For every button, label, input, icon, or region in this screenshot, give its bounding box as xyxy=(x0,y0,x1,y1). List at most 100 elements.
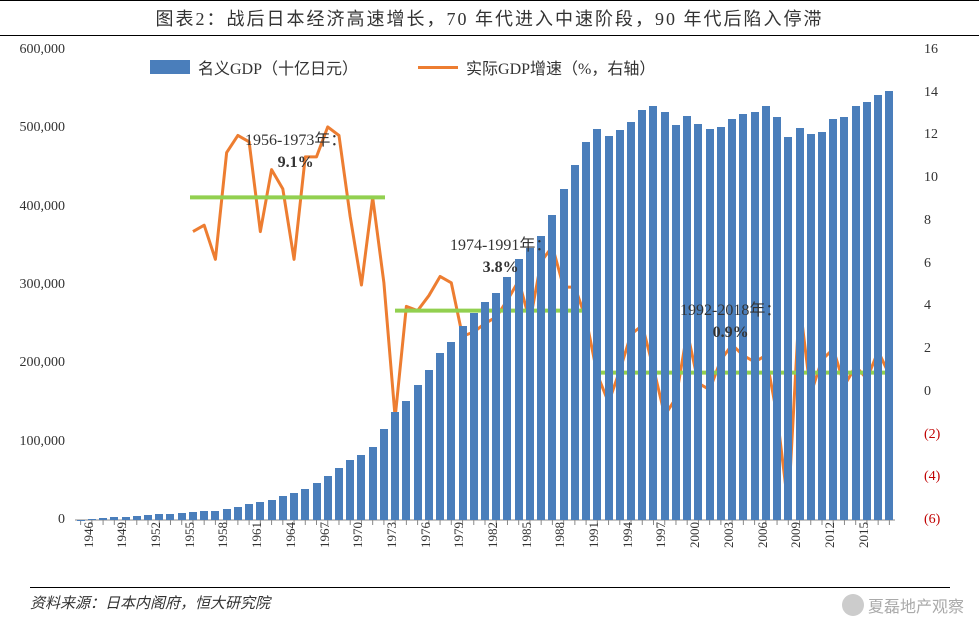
x-tick: 1967 xyxy=(317,522,333,548)
gdp-bar xyxy=(223,509,231,520)
gdp-bar xyxy=(649,106,657,520)
gdp-bar xyxy=(796,128,804,520)
plot-area: 1956-1973年：9.1% 1974-1991年：3.8% 1992-2018年… xyxy=(75,50,895,520)
gdp-bar xyxy=(526,248,534,520)
x-tick: 1991 xyxy=(586,522,602,548)
y-right-tick: 10 xyxy=(924,170,938,186)
y-right-tick: 8 xyxy=(924,213,931,229)
y-right-tick: 16 xyxy=(924,42,938,58)
gdp-bar xyxy=(425,370,433,520)
x-tick: 1994 xyxy=(620,522,636,548)
y-left-tick: 100,000 xyxy=(20,434,66,450)
y-left-tick: 500,000 xyxy=(20,120,66,136)
gdp-bar xyxy=(313,483,321,520)
gdp-bar xyxy=(324,476,332,520)
gdp-bar xyxy=(436,353,444,520)
gdp-bar xyxy=(784,137,792,520)
gdp-bar xyxy=(638,110,646,520)
x-tick: 2006 xyxy=(755,522,771,548)
gdp-bar xyxy=(852,106,860,520)
gdp-bar xyxy=(672,125,680,520)
y-axis-right: 1614121086420(2)(4)(6) xyxy=(919,50,974,520)
x-tick: 2000 xyxy=(687,522,703,548)
gdp-bar xyxy=(391,412,399,520)
gdp-bar xyxy=(829,119,837,520)
x-tick: 2012 xyxy=(822,522,838,548)
source-text: 资料来源：日本内阁府，恒大研究院 xyxy=(30,587,950,613)
gdp-bar xyxy=(268,500,276,520)
gdp-bar xyxy=(840,117,848,520)
gdp-bar xyxy=(470,313,478,520)
x-tick: 1958 xyxy=(215,522,231,548)
x-tick: 1949 xyxy=(114,522,130,548)
gdp-bar xyxy=(863,102,871,520)
y-axis-left: 0100,000200,000300,000400,000500,000600,… xyxy=(0,50,70,520)
gdp-bar xyxy=(818,132,826,520)
annotation: 1992-2018年：0.9% xyxy=(680,300,781,345)
gdp-bar xyxy=(571,165,579,520)
x-tick: 1997 xyxy=(653,522,669,548)
gdp-bar xyxy=(211,511,219,520)
gdp-bar xyxy=(290,493,298,520)
gdp-bar xyxy=(492,293,500,520)
x-tick: 1964 xyxy=(283,522,299,548)
gdp-bar xyxy=(616,130,624,520)
x-tick: 2015 xyxy=(856,522,872,548)
gdp-bar xyxy=(593,129,601,520)
gdp-bar xyxy=(560,189,568,520)
x-tick: 1985 xyxy=(519,522,535,548)
gdp-bar xyxy=(874,95,882,520)
x-tick: 2003 xyxy=(721,522,737,548)
gdp-bar xyxy=(189,512,197,520)
gdp-bar xyxy=(301,489,309,520)
gdp-bar xyxy=(335,468,343,520)
x-tick: 1952 xyxy=(148,522,164,548)
y-right-tick: 4 xyxy=(924,298,931,314)
gdp-bar xyxy=(402,401,410,520)
x-tick: 1955 xyxy=(182,522,198,548)
gdp-bar xyxy=(582,142,590,520)
y-left-tick: 300,000 xyxy=(20,277,66,293)
watermark: 夏磊地产观察 xyxy=(842,593,964,617)
chart-container: 图表2：战后日本经济高速增长，70 年代进入中速阶段，90 年代后陷入停滞 名义… xyxy=(0,0,979,623)
x-axis: 1946194919521955195819611964196719701973… xyxy=(75,520,895,570)
gdp-bar xyxy=(380,429,388,520)
gdp-bar xyxy=(515,259,523,520)
y-left-tick: 600,000 xyxy=(20,42,66,58)
x-tick: 1976 xyxy=(418,522,434,548)
y-right-tick: 2 xyxy=(924,341,931,357)
gdp-bar xyxy=(346,460,354,520)
gdp-bar xyxy=(245,504,253,520)
x-tick: 2009 xyxy=(788,522,804,548)
y-right-tick: 14 xyxy=(924,85,938,101)
watermark-icon xyxy=(842,594,864,616)
x-tick: 1973 xyxy=(384,522,400,548)
x-tick: 1961 xyxy=(249,522,265,548)
y-left-tick: 0 xyxy=(58,512,65,528)
y-right-tick: (6) xyxy=(924,512,940,528)
y-right-tick: 6 xyxy=(924,256,931,272)
chart-title: 图表2：战后日本经济高速增长，70 年代进入中速阶段，90 年代后陷入停滞 xyxy=(0,0,979,36)
watermark-text: 夏磊地产观察 xyxy=(868,593,964,617)
gdp-bar xyxy=(459,326,467,520)
y-right-tick: (4) xyxy=(924,469,940,485)
x-tick: 1970 xyxy=(350,522,366,548)
gdp-bar xyxy=(885,91,893,520)
annotation: 1956-1973年：9.1% xyxy=(245,130,346,175)
gdp-bar xyxy=(605,136,613,520)
y-right-tick: (2) xyxy=(924,427,940,443)
gdp-bar xyxy=(447,342,455,520)
gdp-bar xyxy=(178,513,186,520)
y-right-tick: 0 xyxy=(924,384,931,400)
gdp-bar xyxy=(369,447,377,520)
gdp-bar xyxy=(807,134,815,520)
y-left-tick: 400,000 xyxy=(20,199,66,215)
annotation: 1974-1991年：3.8% xyxy=(450,235,551,280)
gdp-bar xyxy=(481,302,489,520)
gdp-bar xyxy=(661,112,669,520)
gdp-bar xyxy=(234,507,242,520)
gdp-bar xyxy=(503,277,511,520)
x-tick: 1988 xyxy=(552,522,568,548)
gdp-bar xyxy=(414,385,422,520)
x-tick: 1982 xyxy=(485,522,501,548)
